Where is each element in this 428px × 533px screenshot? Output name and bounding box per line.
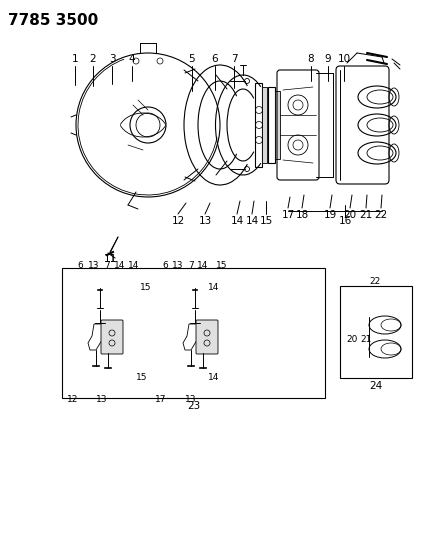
Text: 12: 12 (67, 395, 79, 405)
Bar (262, 87, 267, 163)
Text: 7785 3500: 7785 3500 (8, 13, 98, 28)
Text: 13: 13 (96, 395, 108, 405)
Text: 18: 18 (295, 210, 309, 220)
Text: 7: 7 (188, 261, 194, 270)
FancyBboxPatch shape (101, 320, 123, 354)
Bar (255, 83, 262, 167)
Text: 7: 7 (231, 54, 237, 64)
Text: 8: 8 (308, 54, 314, 64)
Text: 17: 17 (281, 210, 294, 220)
Text: 5: 5 (189, 54, 195, 64)
Text: 21: 21 (360, 210, 373, 220)
Text: 14: 14 (197, 261, 209, 270)
Text: 6: 6 (162, 261, 168, 270)
Text: 15: 15 (140, 284, 152, 293)
Text: 11: 11 (104, 254, 116, 264)
Text: 16: 16 (339, 216, 352, 226)
Bar (62, 268, 325, 398)
Text: 14: 14 (230, 216, 244, 226)
Text: 14: 14 (208, 284, 220, 293)
Text: 20: 20 (346, 335, 358, 343)
Text: 4: 4 (129, 54, 135, 64)
Text: 13: 13 (185, 395, 197, 405)
Text: 14: 14 (128, 261, 140, 270)
Bar (340, 286, 412, 378)
Text: 3: 3 (109, 54, 115, 64)
Text: 10: 10 (337, 54, 351, 64)
Text: 22: 22 (369, 278, 380, 287)
Text: 21: 21 (360, 335, 372, 343)
Text: 13: 13 (198, 216, 211, 226)
Bar (268, 87, 275, 163)
Text: 14: 14 (208, 373, 220, 382)
Text: 15: 15 (136, 373, 148, 382)
Text: 14: 14 (114, 261, 126, 270)
Text: 19: 19 (324, 210, 337, 220)
Text: 13: 13 (88, 261, 100, 270)
Text: 12: 12 (171, 216, 184, 226)
Text: 6: 6 (77, 261, 83, 270)
Text: 1: 1 (71, 54, 78, 64)
Text: 15: 15 (216, 261, 228, 270)
Text: 14: 14 (245, 216, 259, 226)
FancyBboxPatch shape (196, 320, 218, 354)
Text: 7: 7 (104, 261, 110, 270)
Text: 17: 17 (155, 395, 167, 405)
Bar (275, 91, 280, 159)
Text: 13: 13 (172, 261, 184, 270)
Text: 6: 6 (212, 54, 218, 64)
Text: 22: 22 (374, 210, 388, 220)
Text: 2: 2 (90, 54, 96, 64)
Text: 24: 24 (369, 381, 383, 391)
Text: 11: 11 (104, 254, 116, 264)
Text: 23: 23 (187, 401, 200, 411)
Text: 20: 20 (343, 210, 357, 220)
Text: 15: 15 (259, 216, 273, 226)
Text: 9: 9 (325, 54, 331, 64)
